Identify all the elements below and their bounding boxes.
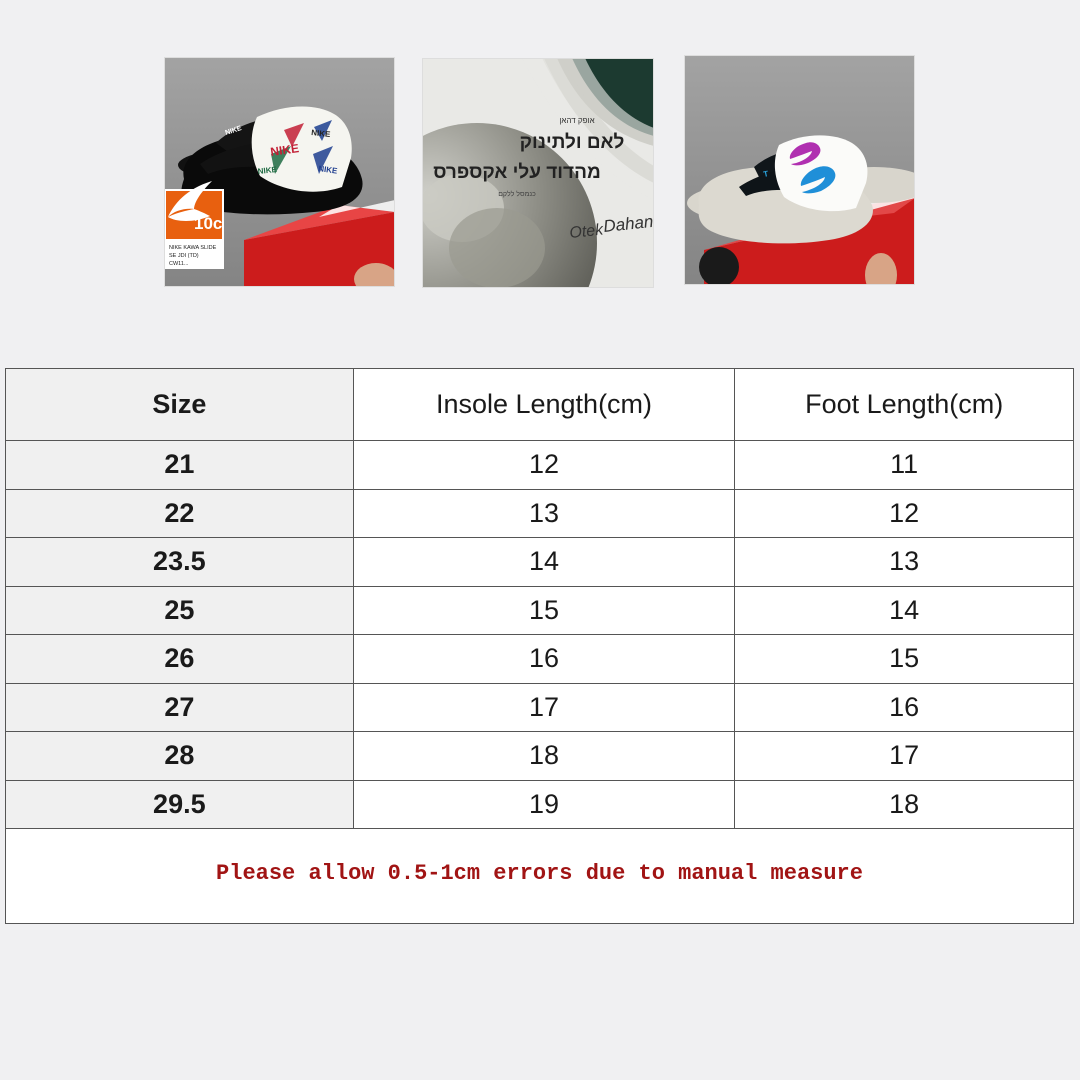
svg-text:10c: 10c: [194, 214, 222, 233]
svg-text:כנמסל ללקם: כנמסל ללקם: [498, 190, 536, 198]
svg-text:לאם ולתינוק: לאם ולתינוק: [520, 132, 625, 153]
svg-text:Otek: Otek: [569, 221, 605, 242]
svg-text:אופק דהאן: אופק דהאן: [559, 116, 594, 125]
svg-text:NIKE KAWA SLIDE: NIKE KAWA SLIDE: [169, 245, 217, 251]
svg-text:CW11...: CW11...: [169, 261, 189, 267]
svg-text:מהדוד עלי אקספרס: מהדוד עלי אקספרס: [433, 162, 601, 183]
svg-text:SE JDI (TD): SE JDI (TD): [169, 253, 199, 259]
